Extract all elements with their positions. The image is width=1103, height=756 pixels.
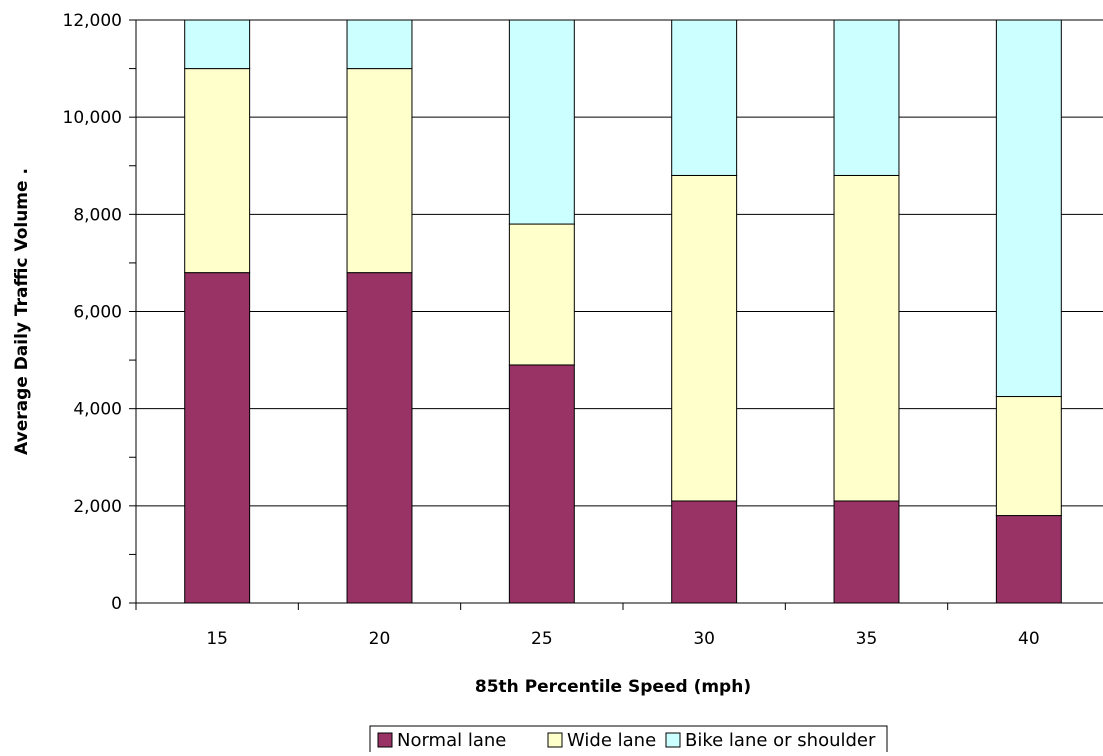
bar-segment-40-2 (995, 19, 1062, 398)
bar-segment-20-1 (346, 68, 413, 274)
y-tick-label: 12,000 (63, 11, 122, 31)
gridlines (136, 19, 1103, 507)
y-tick-label: 4,000 (73, 400, 122, 420)
bar-segment-30-2 (671, 19, 738, 176)
bar-segment-20-2 (346, 19, 413, 70)
y-tick-label: 6,000 (73, 303, 122, 323)
bar-segment-30-0 (671, 500, 738, 604)
bar-segment-25-0 (508, 364, 575, 604)
bar-segment-30-1 (671, 174, 738, 502)
x-tick-label-25: 25 (531, 629, 553, 649)
bar-segment-35-0 (833, 500, 900, 604)
y-axis-title: Average Daily Traffic Volume . (12, 168, 32, 455)
x-tick-label-30: 30 (693, 629, 715, 649)
x-tick-label-15: 15 (206, 629, 228, 649)
y-tick-label: 10,000 (63, 108, 122, 128)
legend-label-1: Wide lane (567, 730, 656, 751)
x-tick-label-20: 20 (369, 629, 391, 649)
y-tick-label: 0 (111, 594, 122, 614)
bar-segment-25-1 (508, 223, 575, 366)
legend: Normal lane Wide lane Bike lane or shoulde… (369, 725, 888, 755)
y-tick-label: 8,000 (73, 205, 122, 225)
x-ticks: 15 20 25 30 35 40 (135, 603, 1040, 649)
bar-segment-15-2 (184, 19, 251, 70)
bar-segment-40-0 (995, 515, 1062, 604)
legend-label-0: Normal lane (397, 730, 506, 751)
bar-segment-20-0 (346, 272, 413, 604)
bar-segment-40-1 (995, 396, 1062, 517)
legend-swatch-1 (547, 732, 563, 748)
x-tick-label-35: 35 (856, 629, 878, 649)
bar-segment-35-1 (833, 174, 900, 502)
bar-segment-25-2 (508, 19, 575, 225)
y-tick-label: 2,000 (73, 497, 122, 517)
legend-swatch-0 (377, 732, 393, 748)
bar-segment-35-2 (833, 19, 900, 176)
bar-segment-15-1 (184, 68, 251, 274)
legend-box (369, 725, 888, 755)
bars (184, 19, 1062, 604)
legend-swatch-2 (665, 732, 681, 748)
legend-label-2: Bike lane or shoulder (685, 730, 876, 751)
y-ticks: 0 2,000 4,000 6,000 8,000 10,000 12,000 (63, 11, 136, 614)
x-axis-title: 85th Percentile Speed (mph) (475, 677, 751, 697)
bar-segment-15-0 (184, 272, 251, 604)
x-tick-label-40: 40 (1018, 629, 1040, 649)
